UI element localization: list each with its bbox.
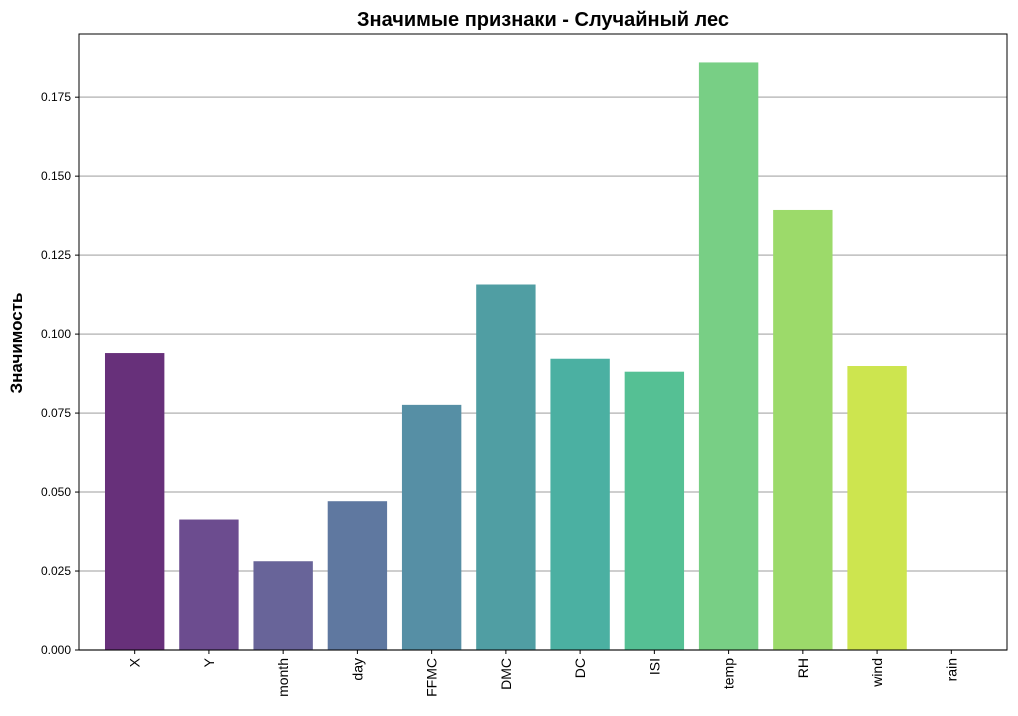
bar-day bbox=[327, 501, 388, 650]
y-tick-label: 0.125 bbox=[41, 248, 71, 262]
bar-wind bbox=[847, 366, 907, 650]
y-tick-label: 0.175 bbox=[41, 90, 71, 104]
bars bbox=[104, 62, 907, 650]
y-tick-label: 0.100 bbox=[41, 327, 71, 341]
bar-rh bbox=[773, 209, 833, 650]
y-axis-label: Значимость bbox=[7, 292, 26, 393]
bar-temp bbox=[698, 62, 759, 650]
y-tick-label: 0.150 bbox=[41, 169, 71, 183]
x-tick-label: rain bbox=[943, 658, 959, 681]
y-axis-ticks: 0.000 0.025 0.050 0.075 0.100 0.125 0.150 0.175 bbox=[41, 90, 79, 657]
x-tick-label: day bbox=[349, 658, 365, 681]
bar-isi bbox=[624, 371, 685, 650]
bar-ffmc bbox=[401, 404, 462, 650]
x-tick-label: DC bbox=[572, 658, 588, 678]
plot-frame bbox=[78, 33, 1008, 651]
bar-x bbox=[104, 353, 165, 650]
bar-dc bbox=[550, 358, 610, 650]
x-tick-label: RH bbox=[795, 658, 811, 678]
bar-y bbox=[179, 519, 239, 650]
x-tick-label: wind bbox=[869, 658, 885, 688]
x-tick-label: month bbox=[275, 658, 291, 697]
y-tick-label: 0.075 bbox=[41, 406, 71, 420]
y-tick-label: 0.050 bbox=[41, 485, 71, 499]
x-tick-label: Y bbox=[201, 657, 217, 667]
x-tick-label: ISI bbox=[646, 658, 662, 675]
y-tick-label: 0.025 bbox=[41, 564, 71, 578]
bar-month bbox=[253, 561, 313, 650]
bar-dmc bbox=[476, 284, 536, 650]
x-tick-label: FFMC bbox=[424, 658, 440, 697]
chart-title: Значимые признаки - Случайный лес bbox=[357, 9, 729, 31]
x-tick-label: DMC bbox=[498, 658, 514, 690]
x-tick-label: X bbox=[127, 657, 143, 667]
y-tick-label: 0.000 bbox=[41, 643, 71, 657]
x-tick-label: temp bbox=[721, 658, 737, 689]
